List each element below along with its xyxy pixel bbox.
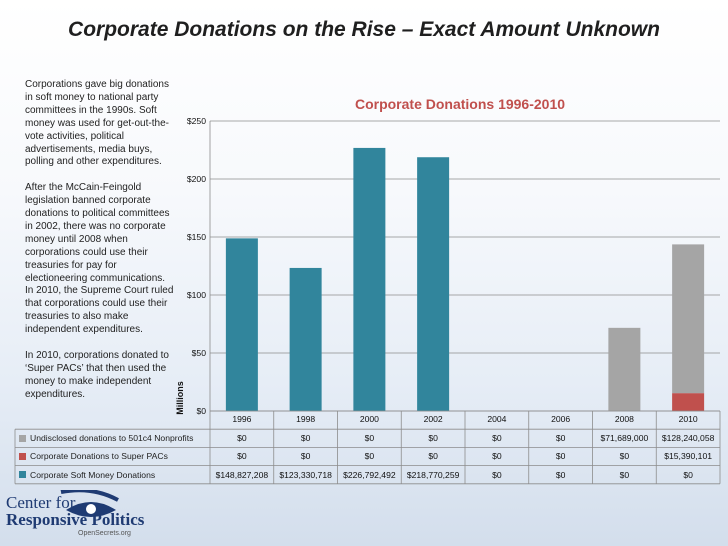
table-cell: $0: [492, 433, 502, 444]
table-cell: $0: [555, 451, 566, 462]
legend-label: Undisclosed donations to 501c4 Nonprofit…: [30, 433, 194, 444]
logo-line-2: Responsive Politics: [6, 510, 145, 529]
legend-label: Corporate Donations to Super PACs: [30, 451, 168, 462]
table-cell: $0: [300, 451, 311, 462]
table-cell: $0: [237, 433, 247, 444]
table-cell: $218,770,259: [406, 469, 460, 480]
side-paragraph-2: After the McCain-Feingold legislation ba…: [25, 182, 174, 336]
chart-title: Corporate Donations 1996-2010: [354, 96, 566, 112]
bar-2008-series-0: [608, 327, 641, 411]
bar-2010-series-1: [672, 393, 705, 411]
bar-2002-series-2: [417, 157, 450, 411]
x-tick-label: 2010: [678, 414, 698, 424]
table-cell: $226,792,492: [343, 469, 396, 480]
legend-label: Corporate Soft Money Donations: [30, 469, 156, 480]
x-tick-label: 1996: [232, 414, 252, 424]
bar-2010-series-0: [672, 244, 705, 394]
y-tick-label: $50: [192, 348, 207, 358]
side-paragraph-3: In 2010, corporations donated to ‘Super …: [25, 350, 169, 400]
slide-title: Corporate Donations on the Rise – Exact …: [68, 18, 660, 41]
y-tick-label: $150: [187, 232, 206, 242]
table-cell: $0: [428, 433, 438, 444]
bar-1998-series-2: [289, 267, 322, 411]
table-cell: $0: [619, 469, 630, 480]
x-tick-label: 2006: [551, 414, 571, 424]
table-cell: $0: [364, 451, 375, 462]
table-cell: $0: [492, 451, 502, 462]
legend-swatch: [19, 434, 26, 442]
table-cell: $0: [364, 433, 375, 444]
y-tick-label: $250: [187, 116, 206, 126]
legend-swatch: [19, 471, 26, 479]
eye-icon: [60, 490, 119, 517]
x-tick-label: 2008: [614, 414, 634, 424]
y-tick-label: $200: [187, 174, 206, 184]
table-cell: $0: [555, 433, 566, 444]
logo-sub: OpenSecrets.org: [78, 530, 131, 537]
table-cell: $0: [492, 469, 502, 480]
side-text: Corporations gave big donations in soft …: [25, 79, 175, 415]
legend-swatch: [19, 452, 26, 460]
table-cell: $148,827,208: [215, 469, 269, 480]
x-tick-label: 2002: [423, 414, 443, 424]
legend-entry: Corporate Donations to Super PACs: [19, 447, 168, 465]
logo-line-1: Center for: [6, 493, 76, 512]
bar-2000-series-2: [353, 147, 386, 411]
table-cell: $128,240,058: [661, 433, 715, 444]
y-tick-label: $0: [196, 406, 206, 416]
table-cell: $0: [428, 451, 438, 462]
legend-entry: Corporate Soft Money Donations: [19, 466, 155, 484]
side-paragraph-1: Corporations gave big donations in soft …: [25, 79, 169, 168]
table-cell: $0: [619, 451, 630, 462]
x-tick-label: 1998: [296, 414, 316, 424]
x-tick-label: 2004: [487, 414, 507, 424]
y-axis-label: Millions: [175, 381, 185, 415]
x-tick-label: 2000: [359, 414, 379, 424]
table-cell: $0: [237, 451, 247, 462]
table-cell: $123,330,718: [279, 469, 332, 480]
table-cell: $0: [683, 469, 693, 480]
table-cell: $15,390,101: [664, 451, 713, 462]
crp-logo: Center for Responsive Politics OpenSecre…: [6, 490, 156, 542]
table-cell: $71,689,000: [600, 433, 649, 444]
table-cell: $0: [300, 433, 311, 444]
y-tick-label: $100: [187, 290, 206, 300]
bar-1996-series-2: [225, 238, 258, 411]
legend-entry: Undisclosed donations to 501c4 Nonprofit…: [19, 429, 193, 447]
table-cell: $0: [555, 469, 566, 480]
